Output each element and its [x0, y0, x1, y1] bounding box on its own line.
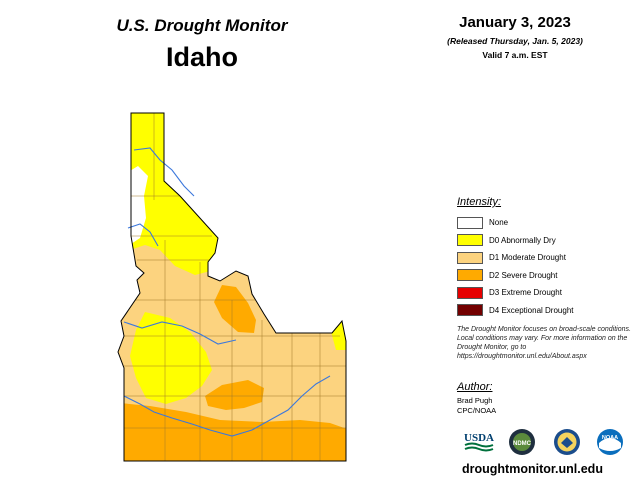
northern-river — [133, 147, 195, 197]
release-date: (Released Thursday, Jan. 5, 2023) — [447, 36, 583, 46]
author-title: Author: — [457, 381, 493, 393]
legend-label: D4 Exceptional Drought — [489, 305, 574, 315]
d2-east-central-area — [214, 285, 256, 333]
usda-logo-text: USDA — [464, 432, 494, 444]
d2-central-area — [205, 380, 264, 410]
state-title: Idaho — [166, 42, 238, 72]
usda-logo: USDA — [464, 432, 494, 452]
ndmc-logo-text: NDMC — [513, 441, 532, 447]
rivers — [123, 147, 331, 437]
legend-swatch — [457, 304, 483, 317]
idaho-drought-map — [117, 112, 347, 462]
legend-swatch — [457, 286, 483, 299]
author-name: Brad Pugh — [457, 396, 493, 405]
title-block: U.S. Drought Monitor Idaho — [92, 16, 312, 73]
author-block: Author: Brad Pugh CPC/NOAA — [457, 381, 496, 415]
legend-item-d0: D0 Abnormally Dry — [457, 232, 632, 250]
monitor-title: U.S. Drought Monitor — [116, 16, 288, 35]
doc-seal-logo — [554, 429, 580, 455]
legend-swatch — [457, 251, 483, 264]
idaho-state-outline — [117, 112, 347, 462]
disclaimer-note: The Drought Monitor focuses on broad-sca… — [457, 326, 631, 360]
legend-title: Intensity: — [457, 196, 502, 208]
noaa-logo: NOAA — [597, 429, 623, 455]
legend-item-d4: D4 Exceptional Drought — [457, 302, 632, 320]
legend-label: None — [489, 218, 509, 228]
ndmc-logo: NDMC — [509, 429, 535, 455]
salmon-river — [123, 321, 237, 345]
legend-swatch — [457, 216, 483, 229]
website-url: droughtmonitor.unl.edu — [462, 462, 603, 476]
legend-label: D1 Moderate Drought — [489, 253, 566, 263]
legend: Intensity: None D0 Abnormally Dry D1 Mod… — [457, 196, 632, 319]
snake-river — [123, 375, 331, 437]
partner-logos: USDA NDMC NOAA — [462, 428, 632, 456]
legend-label: D0 Abnormally Dry — [489, 235, 556, 245]
legend-swatch — [457, 269, 483, 282]
noaa-logo-text: NOAA — [602, 435, 618, 441]
date-block: January 3, 2023 (Released Thursday, Jan.… — [415, 14, 615, 60]
d0-central-area — [130, 312, 212, 404]
legend-item-d3: D3 Extreme Drought — [457, 284, 632, 302]
map-date: January 3, 2023 — [459, 14, 571, 31]
legend-item-d1: D1 Moderate Drought — [457, 249, 632, 267]
legend-item-d2: D2 Severe Drought — [457, 267, 632, 285]
county-lines — [124, 113, 346, 461]
author-org: CPC/NOAA — [457, 405, 497, 415]
legend-label: D3 Extreme Drought — [489, 288, 562, 298]
legend-swatch — [457, 234, 483, 247]
clearwater-river — [127, 223, 159, 247]
legend-label: D2 Severe Drought — [489, 270, 558, 280]
legend-item-none: None — [457, 214, 632, 232]
valid-time: Valid 7 a.m. EST — [482, 50, 548, 60]
